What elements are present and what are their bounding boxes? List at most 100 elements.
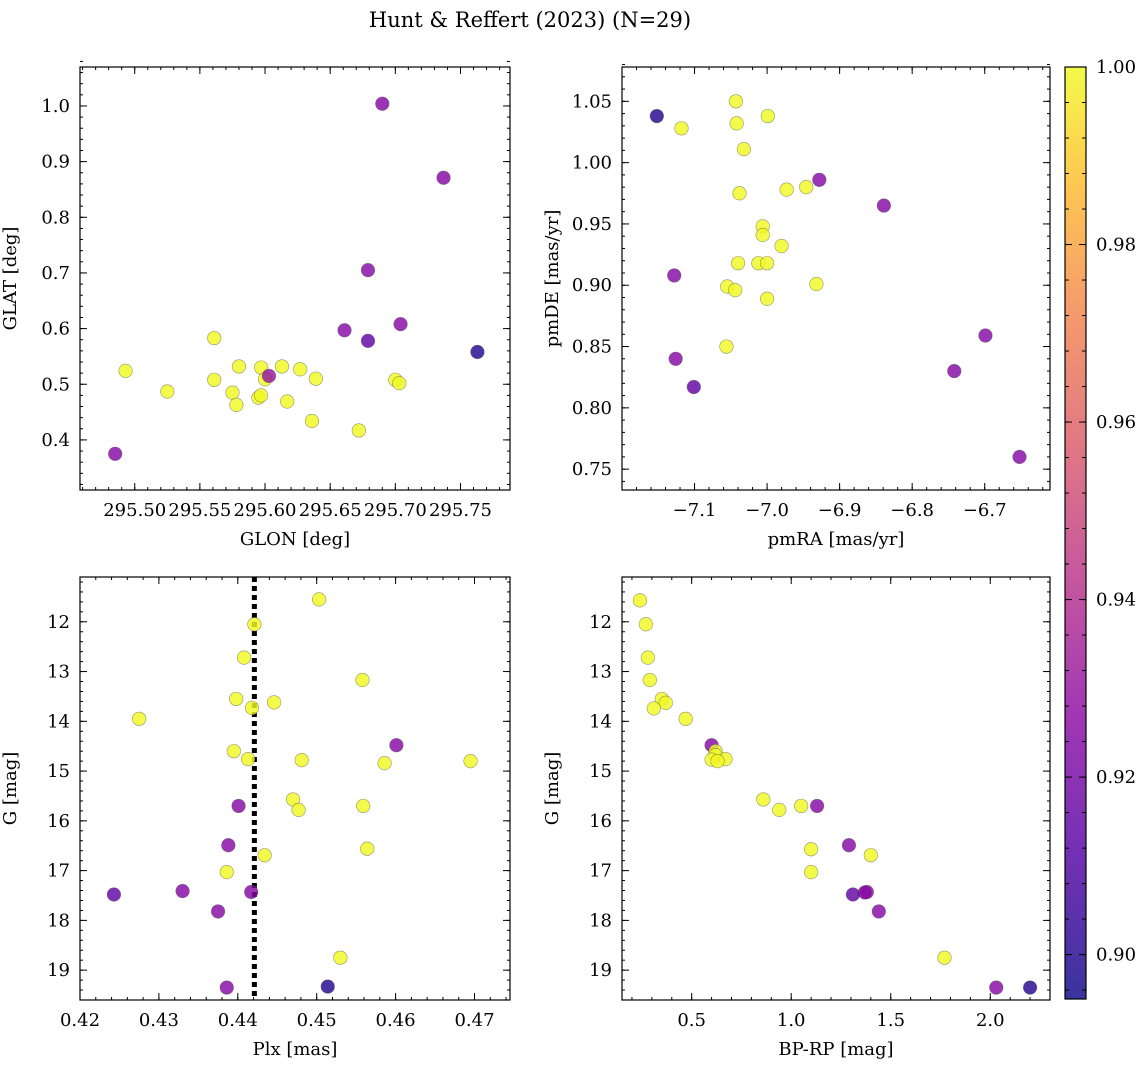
x-tick-label: 1.5 [876,1010,905,1031]
scatter-point [207,330,222,346]
scatter-point [658,695,673,711]
panel-1: 295.50 295.55 295.60 295.65 295.70 295.75 0.4 0… [0,60,511,550]
panel-3: 0.42 0.43 0.44 0.45 0.46 0.47 12 13 14 15 16 17 18 19… [0,576,511,1060]
scatter-point [755,227,770,243]
y-tick-label: 13 [589,662,612,683]
scatter-point [678,711,693,726]
scatter-point [293,362,308,377]
scatter-point [809,798,825,814]
scatter-point [377,756,392,771]
scatter-point [646,701,661,716]
x-tick-label: 0.45 [297,1010,337,1031]
scatter-point [356,798,371,814]
data-marks [632,593,1038,995]
colorbar-tick-label: 0.92 [1096,767,1136,788]
scatter-point [254,388,269,403]
colorbar-tick-label: 0.94 [1096,590,1136,611]
scatter-point [244,884,259,900]
scatter-point [304,413,320,429]
panel-4: 0.5 1.0 1.5 2.0 12 13 14 15 16 17 18 19 BP-RP [mag] G… [542,576,1051,1060]
figure-title: Hunt & Reffert (2023) (N=29) [369,8,691,32]
y-tick-label: 0.8 [41,207,70,228]
scatter-point [772,802,787,817]
scatter-point [779,182,794,197]
scatter-point [237,650,252,665]
scatter-point [375,96,390,111]
scatter-point [799,180,814,195]
scatter-point [638,617,653,632]
y-tick-label: 19 [47,960,70,981]
plot-frame [79,576,511,1001]
y-tick-label: 0.80 [572,398,612,419]
scatter-point [132,711,147,726]
scatter-point [360,333,376,348]
y-tick-label: 18 [589,910,612,931]
scatter-point [311,592,327,607]
scatter-point [804,842,819,857]
y-tick-label: 0.6 [41,319,70,340]
axis-ticks [80,60,510,490]
scatter-point [231,798,246,814]
x-tick-label: −7.0 [745,500,789,521]
scatter-point [266,695,282,710]
y-tick-label: 1.0 [41,96,70,117]
y-tick-label: 0.90 [572,275,612,296]
scatter-point [989,980,1004,995]
y-axis-label: G [mag] [0,752,21,825]
y-axis-label: pmDE [mas/yr] [542,210,563,348]
y-tick-label: 0.9 [41,152,70,173]
y-tick-label: 17 [589,861,612,882]
scatter-point [392,376,407,391]
scatter-point [841,838,857,853]
scatter-point [108,446,123,461]
scatter-point [640,650,655,665]
y-tick-label: 12 [47,612,70,633]
y-axis-label: G [mag] [542,752,563,825]
colorbar-tick-label: 1.00 [1096,57,1136,78]
colorbar-tick-label: 0.98 [1096,235,1136,256]
scatter-point [219,865,234,880]
x-axis-label: BP-RP [mag] [778,1039,893,1060]
scatter-point [291,802,306,817]
x-tick-label: 0.42 [60,1010,100,1031]
x-axis-label: pmRA [mas/yr] [768,529,905,550]
data-marks [649,94,1027,464]
scatter-point [320,979,335,994]
scatter-point [360,263,376,278]
scatter-point [225,385,240,400]
scatter-point [160,384,175,399]
scatter-point [1012,449,1027,464]
y-tick-label: 12 [589,612,612,633]
scatter-point [728,283,743,298]
scatter-point [728,94,743,109]
plot-frame [79,66,511,491]
scatter-point [207,372,222,387]
x-tick-label: −6.7 [963,500,1007,521]
scatter-point [337,323,352,338]
x-tick-label: 0.44 [218,1010,258,1031]
scatter-point [674,121,689,136]
scatter-point [794,798,809,814]
scatter-point [668,351,683,366]
colorbar: 0.90 0.92 0.94 0.96 0.98 1.00 [1064,57,1136,1000]
x-tick-label: 0.43 [139,1010,179,1031]
scatter-point [229,691,244,707]
scatter-point [294,753,309,768]
x-tick-label: 295.65 [299,500,362,521]
y-tick-label: 0.4 [41,430,70,451]
scatter-point [812,172,827,187]
x-tick-label: 2.0 [976,1010,1005,1031]
panels: 295.50 295.55 295.60 295.65 295.70 295.75 0.4 0… [0,60,1051,1060]
data-marks [108,96,485,461]
x-axis-label: GLON [deg] [240,529,350,550]
x-tick-label: 295.50 [103,500,166,521]
scatter-point [876,198,891,213]
x-axis-label: Plx [mas] [253,1039,338,1060]
scatter-point [978,328,993,343]
scatter-point [642,672,657,688]
y-tick-label: 0.95 [572,214,612,235]
y-tick-label: 18 [47,910,70,931]
y-tick-label: 0.7 [41,263,70,284]
scatter-point [221,838,236,853]
